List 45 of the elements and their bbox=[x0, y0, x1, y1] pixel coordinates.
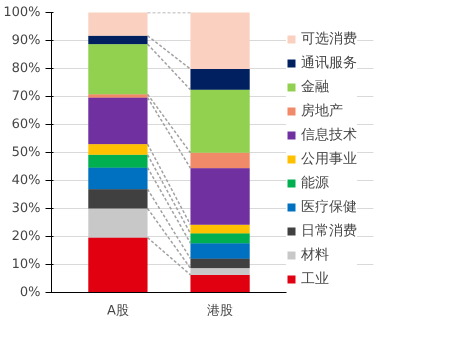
y-tick-label: 100% bbox=[3, 5, 41, 20]
legend-label: 能源 bbox=[301, 174, 329, 192]
bar bbox=[190, 224, 250, 234]
bar bbox=[190, 258, 250, 268]
bar bbox=[88, 144, 148, 155]
bar bbox=[190, 168, 250, 225]
bar bbox=[190, 152, 250, 168]
y-tick-label: 70% bbox=[12, 89, 41, 104]
legend-label: 金融 bbox=[301, 78, 329, 96]
bar bbox=[88, 44, 148, 94]
y-tick-label: 90% bbox=[12, 33, 41, 48]
legend-label: 公用事业 bbox=[301, 150, 357, 168]
legend-label: 工业 bbox=[301, 270, 329, 288]
legend-label: 材料 bbox=[301, 246, 329, 264]
x-tick-label: A股 bbox=[106, 304, 129, 318]
bar bbox=[88, 98, 148, 144]
y-tick-label: 80% bbox=[12, 61, 41, 76]
bar bbox=[190, 243, 250, 259]
bar bbox=[190, 268, 250, 275]
y-tick-label: 60% bbox=[12, 117, 41, 132]
bar bbox=[190, 233, 250, 244]
y-tick-label: 20% bbox=[12, 229, 41, 244]
legend-label: 可选消费 bbox=[301, 30, 357, 48]
x-tick-label: 港股 bbox=[207, 304, 234, 318]
legend-label: 日常消费 bbox=[301, 222, 357, 240]
bar bbox=[190, 69, 250, 90]
bar bbox=[88, 36, 148, 44]
legend-label: 通讯服务 bbox=[301, 54, 357, 72]
bar bbox=[190, 274, 250, 292]
y-tick-label: 50% bbox=[12, 145, 41, 160]
y-tick-label: 0% bbox=[20, 285, 40, 300]
bar bbox=[88, 154, 148, 168]
y-tick-label: 40% bbox=[12, 173, 41, 188]
legend-label: 房地产 bbox=[301, 102, 343, 120]
bar bbox=[88, 168, 148, 190]
bar bbox=[88, 208, 148, 238]
bar bbox=[190, 12, 250, 70]
legend-label: 医疗保健 bbox=[301, 198, 357, 216]
bar bbox=[88, 12, 148, 36]
y-tick-label: 10% bbox=[12, 257, 41, 272]
bar bbox=[88, 189, 148, 208]
y-tick-label: 30% bbox=[12, 201, 41, 216]
bar bbox=[88, 238, 148, 292]
legend-label: 信息技术 bbox=[301, 126, 357, 144]
bar bbox=[190, 90, 250, 153]
